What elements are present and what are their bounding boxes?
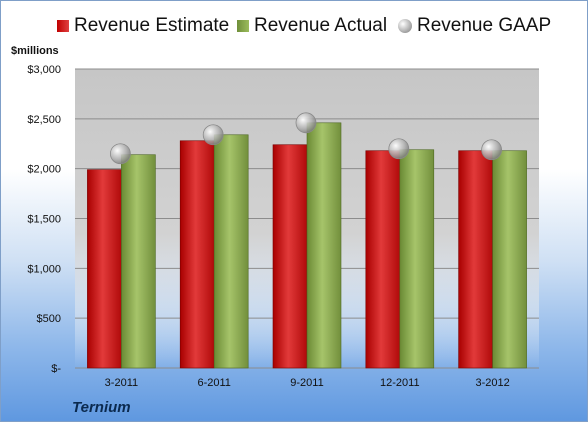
- legend-swatch-actual: [237, 20, 249, 32]
- y-tick-label: $2,000: [27, 164, 61, 176]
- legend-label-actual: Revenue Actual: [254, 15, 388, 36]
- bar-revenue-actual: [121, 154, 156, 369]
- bar-revenue-actual: [306, 122, 342, 369]
- y-tick-label: $-: [51, 363, 61, 375]
- legend-swatch-gaap: [398, 19, 412, 33]
- y-tick-label: $1,000: [27, 263, 61, 275]
- marker-revenue-gaap: [202, 124, 224, 146]
- legend-item-gaap: Revenue GAAP: [398, 15, 551, 37]
- bar-revenue-estimate: [272, 144, 308, 369]
- x-axis-tick-labels: 3-2011 6-2011 9-2011 12-2011 3-2012: [105, 377, 510, 389]
- bar-revenue-estimate: [365, 150, 401, 369]
- y-tick-label: $2,500: [27, 114, 61, 126]
- legend-label-estimate: Revenue Estimate: [74, 15, 230, 36]
- marker-revenue-gaap: [388, 138, 410, 160]
- y-tick-label: $1,500: [27, 214, 61, 226]
- y-axis-tick-labels: $- $500 $1,000 $1,500 $2,000 $2,500 $3,000: [27, 64, 61, 375]
- y-tick-label: $500: [37, 313, 61, 325]
- legend: Revenue Estimate Revenue Actual Revenue …: [1, 15, 587, 45]
- marker-revenue-gaap: [110, 143, 131, 165]
- legend-item-actual: Revenue Actual: [237, 15, 387, 37]
- y-tick-label: $3,000: [27, 64, 61, 76]
- legend-label-gaap: Revenue GAAP: [417, 15, 552, 36]
- bar-revenue-actual: [213, 134, 249, 369]
- bar-revenue-estimate: [179, 140, 215, 369]
- bar-revenue-actual: [399, 149, 435, 369]
- x-tick-label: 9-2011: [290, 377, 323, 389]
- bars: [87, 122, 527, 369]
- marker-revenue-gaap: [295, 112, 317, 134]
- company-label: Ternium: [72, 399, 131, 416]
- gaap-markers: [110, 112, 503, 165]
- x-tick-label: 3-2012: [475, 377, 509, 389]
- legend-swatch-estimate: [57, 20, 69, 32]
- legend-item-estimate: Revenue Estimate: [57, 15, 229, 37]
- x-tick-label: 12-2011: [380, 377, 420, 389]
- x-tick-label: 3-2011: [105, 377, 138, 389]
- bar-revenue-estimate: [458, 150, 493, 369]
- bar-revenue-estimate: [87, 169, 122, 369]
- y-axis-unit-label: $millions: [11, 45, 59, 57]
- marker-revenue-gaap: [481, 139, 503, 161]
- bar-revenue-actual: [492, 150, 527, 369]
- x-tick-label: 6-2011: [197, 377, 230, 389]
